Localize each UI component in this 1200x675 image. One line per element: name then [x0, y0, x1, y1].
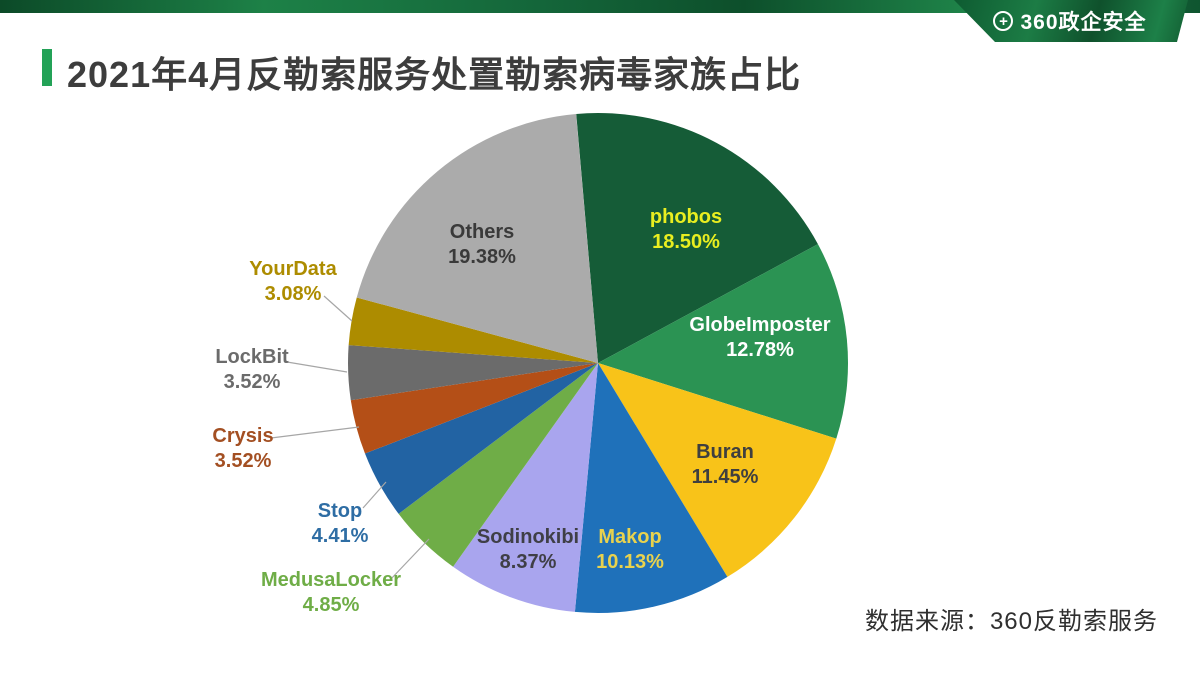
slice-label-medusalocker: MedusaLocker 4.85% [261, 569, 401, 616]
slice-label-yourdata: YourData 3.08% [249, 258, 337, 305]
leader-line-crysis [270, 426, 360, 439]
page-title: 2021年4月反勒索服务处置勒索病毒家族占比 [67, 54, 802, 95]
slice-label-makop: Makop 10.13% [596, 526, 664, 573]
slice-label-phobos: phobos 18.50% [650, 206, 722, 253]
leader-line-medusalocker [389, 538, 430, 581]
top-green-strip [0, 0, 1200, 13]
pie-slice-phobos [576, 112, 818, 363]
slice-label-sodinokibi: Sodinokibi 8.37% [477, 526, 579, 573]
pie-slice-stop [364, 363, 598, 514]
brand-logo-text: 360政企安全 [1020, 11, 1147, 34]
pie-slice-makop [574, 363, 728, 613]
pie-slice-sodinokibi [453, 363, 598, 612]
data-source-note: 数据来源：360反勒索服务 [864, 608, 1158, 635]
slice-label-globeimposter: GlobeImposter 12.78% [689, 314, 830, 361]
pie-slice-globeimposter [598, 244, 849, 439]
pie-slice-medusalocker [398, 363, 598, 567]
slice-label-others: Others 19.38% [448, 221, 516, 268]
pie-slice-others [356, 113, 598, 363]
slice-label-lockbit: LockBit 3.52% [215, 346, 289, 393]
pie-slice-crysis [350, 363, 598, 454]
title-accent-bar [42, 49, 52, 86]
brand-banner: + 360政企安全 [954, 0, 1188, 42]
slice-label-stop: Stop 4.41% [312, 500, 369, 547]
leader-line-yourdata [323, 295, 353, 322]
pie-slice-buran [598, 363, 837, 577]
slice-label-crysis: Crysis 3.52% [212, 425, 273, 472]
title-block: 2021年4月反勒索服务处置勒索病毒家族占比 [42, 46, 801, 98]
pie-slice-yourdata [348, 297, 598, 363]
pie-slice-lockbit [347, 345, 598, 401]
plus-circle-icon: + [993, 11, 1014, 31]
leader-line-lockbit [286, 361, 348, 373]
leader-line-stop [362, 481, 387, 509]
slice-label-buran: Buran 11.45% [692, 441, 759, 488]
